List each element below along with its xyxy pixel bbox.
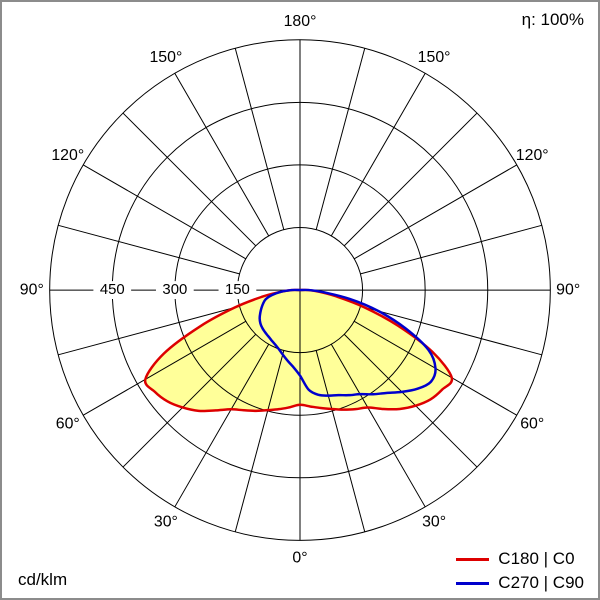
legend-label-c270-c90: C270 | C90 bbox=[498, 573, 584, 592]
grid-spoke bbox=[83, 320, 247, 416]
grid-spoke bbox=[174, 73, 270, 237]
grid-spoke bbox=[315, 48, 366, 230]
legend-swatch-c270-c90 bbox=[456, 581, 490, 585]
angle-label-150: 150° bbox=[418, 49, 451, 66]
c180-c0-curve bbox=[143, 288, 454, 413]
radial-tick-label-150: 150 bbox=[225, 282, 250, 298]
grid-spoke bbox=[58, 305, 240, 356]
grid-spoke bbox=[343, 112, 478, 247]
grid-spoke bbox=[234, 48, 285, 230]
grid-spoke bbox=[234, 350, 285, 532]
angle-label-90: 90° bbox=[20, 281, 44, 298]
c180-c0-fill bbox=[145, 289, 452, 412]
angle-label-120: 120° bbox=[51, 147, 84, 164]
tick-label-bg bbox=[93, 281, 132, 300]
angle-label-30: 30° bbox=[154, 514, 178, 531]
legend: C180 | C0 C270 | C90 bbox=[456, 549, 584, 593]
grid-spoke bbox=[330, 73, 426, 237]
angle-label-0: 0° bbox=[292, 549, 307, 566]
legend-swatch-c180-c0 bbox=[456, 557, 490, 561]
angle-label-180: 180° bbox=[284, 13, 317, 30]
tick-label-bg bbox=[218, 281, 257, 300]
grid-spoke bbox=[343, 333, 478, 468]
c270-c90-curve bbox=[258, 288, 437, 397]
radial-tick-label-300: 300 bbox=[162, 282, 187, 298]
angle-label-150: 150° bbox=[149, 49, 182, 66]
grid-spoke bbox=[330, 344, 426, 508]
grid-spoke bbox=[360, 224, 542, 275]
grid-spoke bbox=[353, 164, 517, 260]
angle-label-60: 60° bbox=[56, 415, 80, 432]
units-label: cd/klm bbox=[18, 570, 68, 589]
grid-spoke bbox=[58, 224, 240, 275]
legend-item-c180-c0: C180 | C0 bbox=[456, 549, 584, 569]
angle-label-90: 90° bbox=[556, 281, 580, 298]
legend-label-c180-c0: C180 | C0 bbox=[498, 549, 575, 568]
grid-spoke bbox=[122, 112, 257, 247]
grid-spoke bbox=[174, 344, 270, 508]
radial-tick-label-450: 450 bbox=[100, 282, 125, 298]
grid-spoke bbox=[83, 164, 247, 260]
grid-spoke bbox=[360, 305, 542, 356]
angle-label-120: 120° bbox=[516, 147, 549, 164]
legend-item-c270-c90: C270 | C90 bbox=[456, 573, 584, 593]
tick-label-bg bbox=[155, 281, 194, 300]
angle-label-30: 30° bbox=[422, 514, 446, 531]
grid-spoke bbox=[122, 333, 257, 468]
grid-spoke bbox=[315, 350, 366, 532]
efficiency-label: η: 100% bbox=[521, 10, 584, 29]
angle-label-60: 60° bbox=[520, 415, 544, 432]
